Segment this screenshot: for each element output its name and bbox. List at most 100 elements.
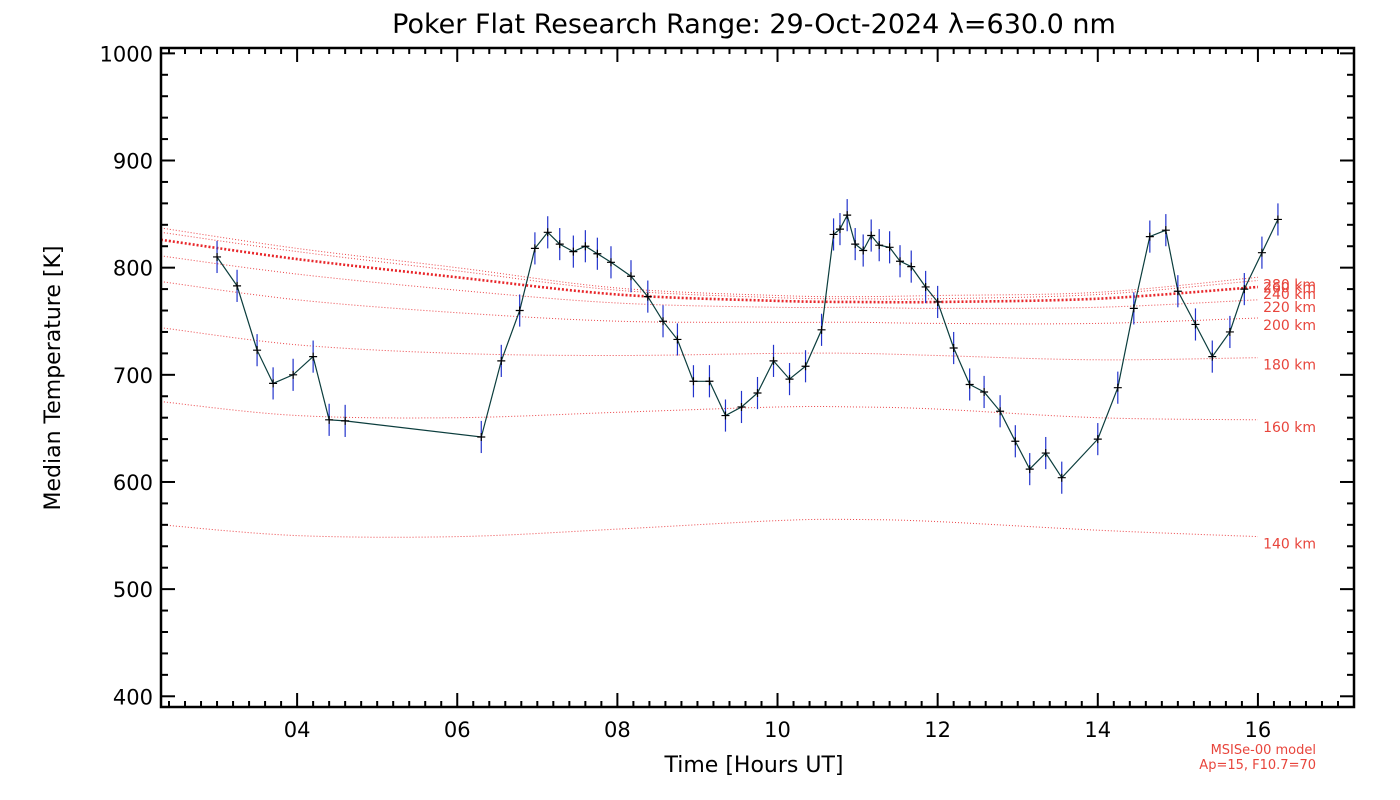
data-point — [867, 231, 876, 240]
data-point — [581, 242, 590, 251]
data-point — [1240, 285, 1249, 294]
model-note-line-1: MSISe-00 model — [1211, 743, 1316, 758]
y-tick-label: 500 — [113, 578, 153, 602]
data-point — [515, 306, 524, 315]
data-point — [859, 246, 868, 255]
model-label-260-km: 260 km — [1263, 281, 1316, 297]
data-point — [289, 370, 298, 379]
chart-title: Poker Flat Research Range: 29-Oct-2024 λ… — [392, 9, 1116, 40]
data-point — [996, 407, 1005, 416]
y-axis-label: Median Temperature [K] — [41, 246, 66, 511]
model-label-160-km: 160 km — [1263, 420, 1316, 436]
x-tick-label: 06 — [444, 718, 471, 742]
data-point — [555, 240, 564, 249]
data-point — [341, 416, 350, 425]
data-point — [885, 243, 894, 252]
data-point — [689, 377, 698, 386]
model-curve-220-km — [160, 255, 1258, 309]
model-label-220-km: 220 km — [1263, 300, 1316, 316]
series-line — [216, 213, 1279, 479]
data-point — [1273, 215, 1282, 224]
data-point — [1093, 435, 1102, 444]
x-tick-label: 10 — [764, 718, 791, 742]
y-tick-label: 600 — [113, 471, 153, 495]
data-point — [1129, 304, 1138, 313]
data-point — [673, 335, 682, 344]
data-point — [269, 379, 278, 388]
data-point — [1145, 232, 1154, 241]
data-point — [801, 362, 810, 371]
data-point — [851, 240, 860, 249]
data-point — [1041, 449, 1050, 458]
data-point — [829, 230, 838, 239]
data-point — [1225, 327, 1234, 336]
data-point — [1257, 248, 1266, 257]
data-point — [835, 225, 844, 234]
model-curve-140-km — [160, 518, 1258, 538]
model-curve-160-km — [160, 401, 1258, 421]
data-point — [530, 244, 539, 253]
data-series — [213, 199, 1282, 494]
data-point — [1173, 287, 1182, 296]
model-curve-260-km — [160, 231, 1258, 300]
data-point — [949, 344, 958, 353]
model-curve-180-km — [160, 327, 1258, 361]
data-point — [593, 249, 602, 258]
y-tick-label: 1000 — [100, 42, 153, 66]
data-point — [543, 228, 552, 237]
data-point — [643, 292, 652, 301]
model-label-280-km: 280 km — [1263, 277, 1316, 293]
y-tick-label: 400 — [113, 685, 153, 709]
y-tick-label: 900 — [113, 150, 153, 174]
data-point — [1113, 383, 1122, 392]
data-point — [309, 352, 318, 361]
data-point — [737, 402, 746, 411]
data-point — [896, 257, 905, 266]
data-point — [659, 317, 668, 326]
model-curve-240-km — [160, 238, 1258, 304]
axes: 04 06 08 10 12 14 16 400 500 600 700 800 900 1000 — [100, 42, 1354, 742]
y-tick-label: 700 — [113, 364, 153, 388]
model-label-240-km: 240 km — [1263, 287, 1316, 303]
model-curve-200-km — [160, 281, 1258, 325]
data-point — [769, 356, 778, 365]
x-tick-label: 04 — [284, 718, 311, 742]
data-point — [817, 325, 826, 334]
data-point — [1057, 473, 1066, 482]
model-label-140-km: 140 km — [1263, 537, 1316, 553]
data-point — [785, 375, 794, 384]
model-curve-280-km — [160, 227, 1258, 298]
data-point — [980, 387, 989, 396]
data-point — [1025, 465, 1034, 474]
data-point — [875, 241, 884, 250]
data-point — [497, 356, 506, 365]
data-point — [907, 262, 916, 271]
x-tick-label: 14 — [1084, 718, 1111, 742]
data-point — [1191, 320, 1200, 329]
data-point — [721, 411, 730, 420]
x-tick-label: 16 — [1245, 718, 1272, 742]
data-point — [477, 432, 486, 441]
x-tick-label: 08 — [604, 718, 631, 742]
data-point — [1161, 226, 1170, 235]
model-label-200-km: 200 km — [1263, 318, 1316, 334]
data-point — [569, 247, 578, 256]
data-point — [921, 282, 930, 291]
data-point — [325, 415, 334, 424]
x-axis-label: Time [Hours UT] — [664, 753, 844, 778]
data-point — [705, 377, 714, 386]
data-point — [1011, 437, 1020, 446]
data-point — [626, 272, 635, 281]
data-point — [965, 380, 974, 389]
y-tick-label: 800 — [113, 257, 153, 281]
model-label-180-km: 180 km — [1263, 358, 1316, 374]
plot-frame — [159, 46, 1356, 709]
data-point — [253, 346, 262, 355]
data-point — [606, 258, 615, 267]
data-point — [843, 211, 852, 220]
model-note-line-2: Ap=15, F10.7=70 — [1199, 758, 1316, 773]
data-point — [753, 389, 762, 398]
x-tick-label: 12 — [924, 718, 951, 742]
